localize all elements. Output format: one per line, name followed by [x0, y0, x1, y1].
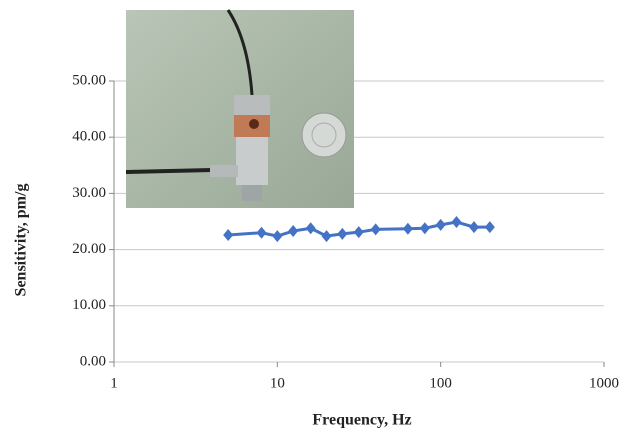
x-tick-label: 10 [270, 375, 285, 391]
y-tick-label: 10.00 [72, 297, 106, 313]
marker [435, 218, 446, 231]
x-tick-label: 100 [429, 375, 452, 391]
y-tick-label: 50.00 [72, 72, 106, 88]
marker [288, 225, 299, 238]
x-axis-label: Frequency, Hz [312, 412, 411, 429]
photo-inset [125, 9, 354, 208]
marker [419, 222, 430, 235]
marker [469, 221, 480, 234]
x-tick-label: 1 [110, 375, 118, 391]
y-tick-label: 40.00 [72, 129, 106, 145]
marker [223, 228, 234, 241]
marker [337, 227, 348, 240]
y-tick-label: 20.00 [72, 241, 106, 257]
marker [305, 222, 316, 235]
marker [451, 216, 462, 229]
marker [484, 221, 495, 234]
y-axis-label: Sensitivity, pm/g [13, 184, 30, 297]
marker [321, 230, 332, 243]
marker [353, 226, 364, 239]
marker [272, 230, 283, 243]
marker [370, 223, 381, 236]
x-tick-label: 1000 [589, 375, 619, 391]
marker [256, 226, 267, 239]
y-tick-label: 30.00 [72, 185, 106, 201]
marker [402, 222, 413, 235]
y-tick-label: 0.00 [80, 353, 106, 369]
